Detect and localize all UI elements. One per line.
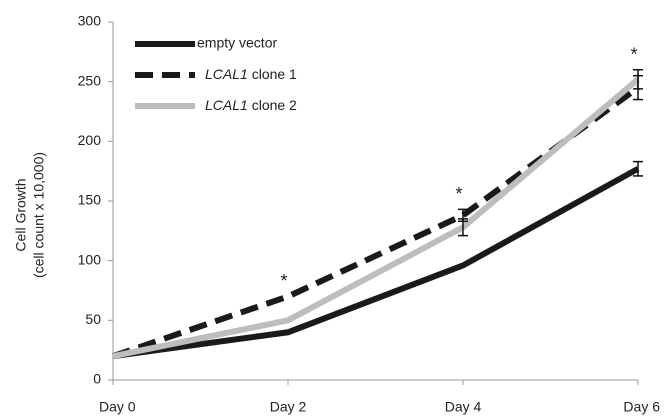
legend-label-italic: LCAL1 — [205, 97, 248, 113]
legend-label: LCAL1 clone 1 — [205, 66, 297, 82]
error-bar — [633, 160, 643, 177]
series-line — [112, 166, 640, 360]
x-tick-label: Day 4 — [445, 399, 482, 415]
x-tick-label: Day 0 — [99, 399, 136, 415]
legend-label-italic: LCAL1 — [205, 66, 248, 82]
legend-label-rest: clone 1 — [248, 66, 297, 82]
series-line — [112, 85, 640, 359]
y-tick-label: 0 — [93, 371, 101, 387]
y-axis-title: Cell Growth — [13, 178, 29, 251]
y-tick-label: 300 — [78, 13, 102, 29]
legend-label: LCAL1 clone 2 — [205, 97, 297, 113]
series-line — [112, 76, 640, 360]
x-tick-label: Day 2 — [270, 399, 307, 415]
error-bar — [633, 68, 643, 90]
y-tick-label: 200 — [78, 132, 102, 148]
x-tick-label: Day 6 — [623, 399, 660, 415]
y-axis-title: (cell count x 10,000) — [31, 152, 47, 278]
error-bar — [458, 218, 468, 237]
y-tick-label: 250 — [78, 72, 102, 88]
legend-label: empty vector — [197, 35, 277, 51]
legend-label-rest: clone 2 — [248, 97, 297, 113]
annotation: * — [455, 184, 462, 204]
y-tick-label: 50 — [85, 311, 101, 327]
y-tick-label: 150 — [78, 192, 102, 208]
annotation: * — [630, 44, 637, 64]
annotation: * — [280, 271, 287, 291]
y-tick-label: 100 — [78, 251, 102, 267]
